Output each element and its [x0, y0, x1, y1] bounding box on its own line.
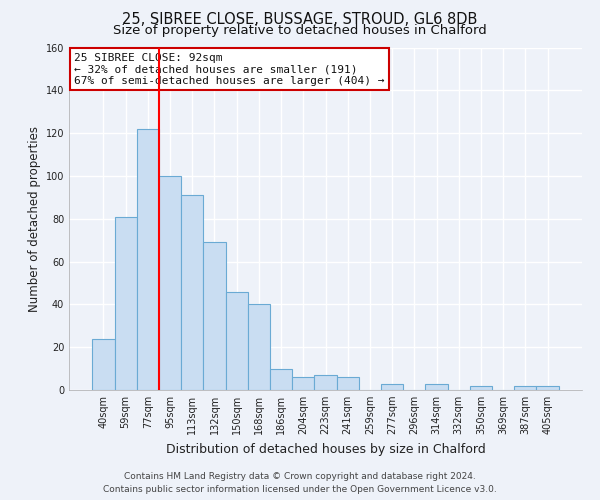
Bar	[514, 386, 536, 390]
Bar	[92, 338, 115, 390]
Text: Size of property relative to detached houses in Chalford: Size of property relative to detached ho…	[113, 24, 487, 37]
Text: 25, SIBREE CLOSE, BUSSAGE, STROUD, GL6 8DB: 25, SIBREE CLOSE, BUSSAGE, STROUD, GL6 8…	[122, 12, 478, 28]
Bar	[292, 377, 314, 390]
Y-axis label: Number of detached properties: Number of detached properties	[28, 126, 41, 312]
Bar	[270, 368, 292, 390]
Bar	[137, 129, 159, 390]
Bar	[314, 375, 337, 390]
Bar	[248, 304, 270, 390]
Text: 25 SIBREE CLOSE: 92sqm
← 32% of detached houses are smaller (191)
67% of semi-de: 25 SIBREE CLOSE: 92sqm ← 32% of detached…	[74, 52, 385, 86]
Text: Contains HM Land Registry data © Crown copyright and database right 2024.
Contai: Contains HM Land Registry data © Crown c…	[103, 472, 497, 494]
X-axis label: Distribution of detached houses by size in Chalford: Distribution of detached houses by size …	[166, 442, 485, 456]
Bar	[181, 195, 203, 390]
Bar	[425, 384, 448, 390]
Bar	[381, 384, 403, 390]
Bar	[337, 377, 359, 390]
Bar	[536, 386, 559, 390]
Bar	[470, 386, 492, 390]
Bar	[226, 292, 248, 390]
Bar	[159, 176, 181, 390]
Bar	[115, 216, 137, 390]
Bar	[203, 242, 226, 390]
